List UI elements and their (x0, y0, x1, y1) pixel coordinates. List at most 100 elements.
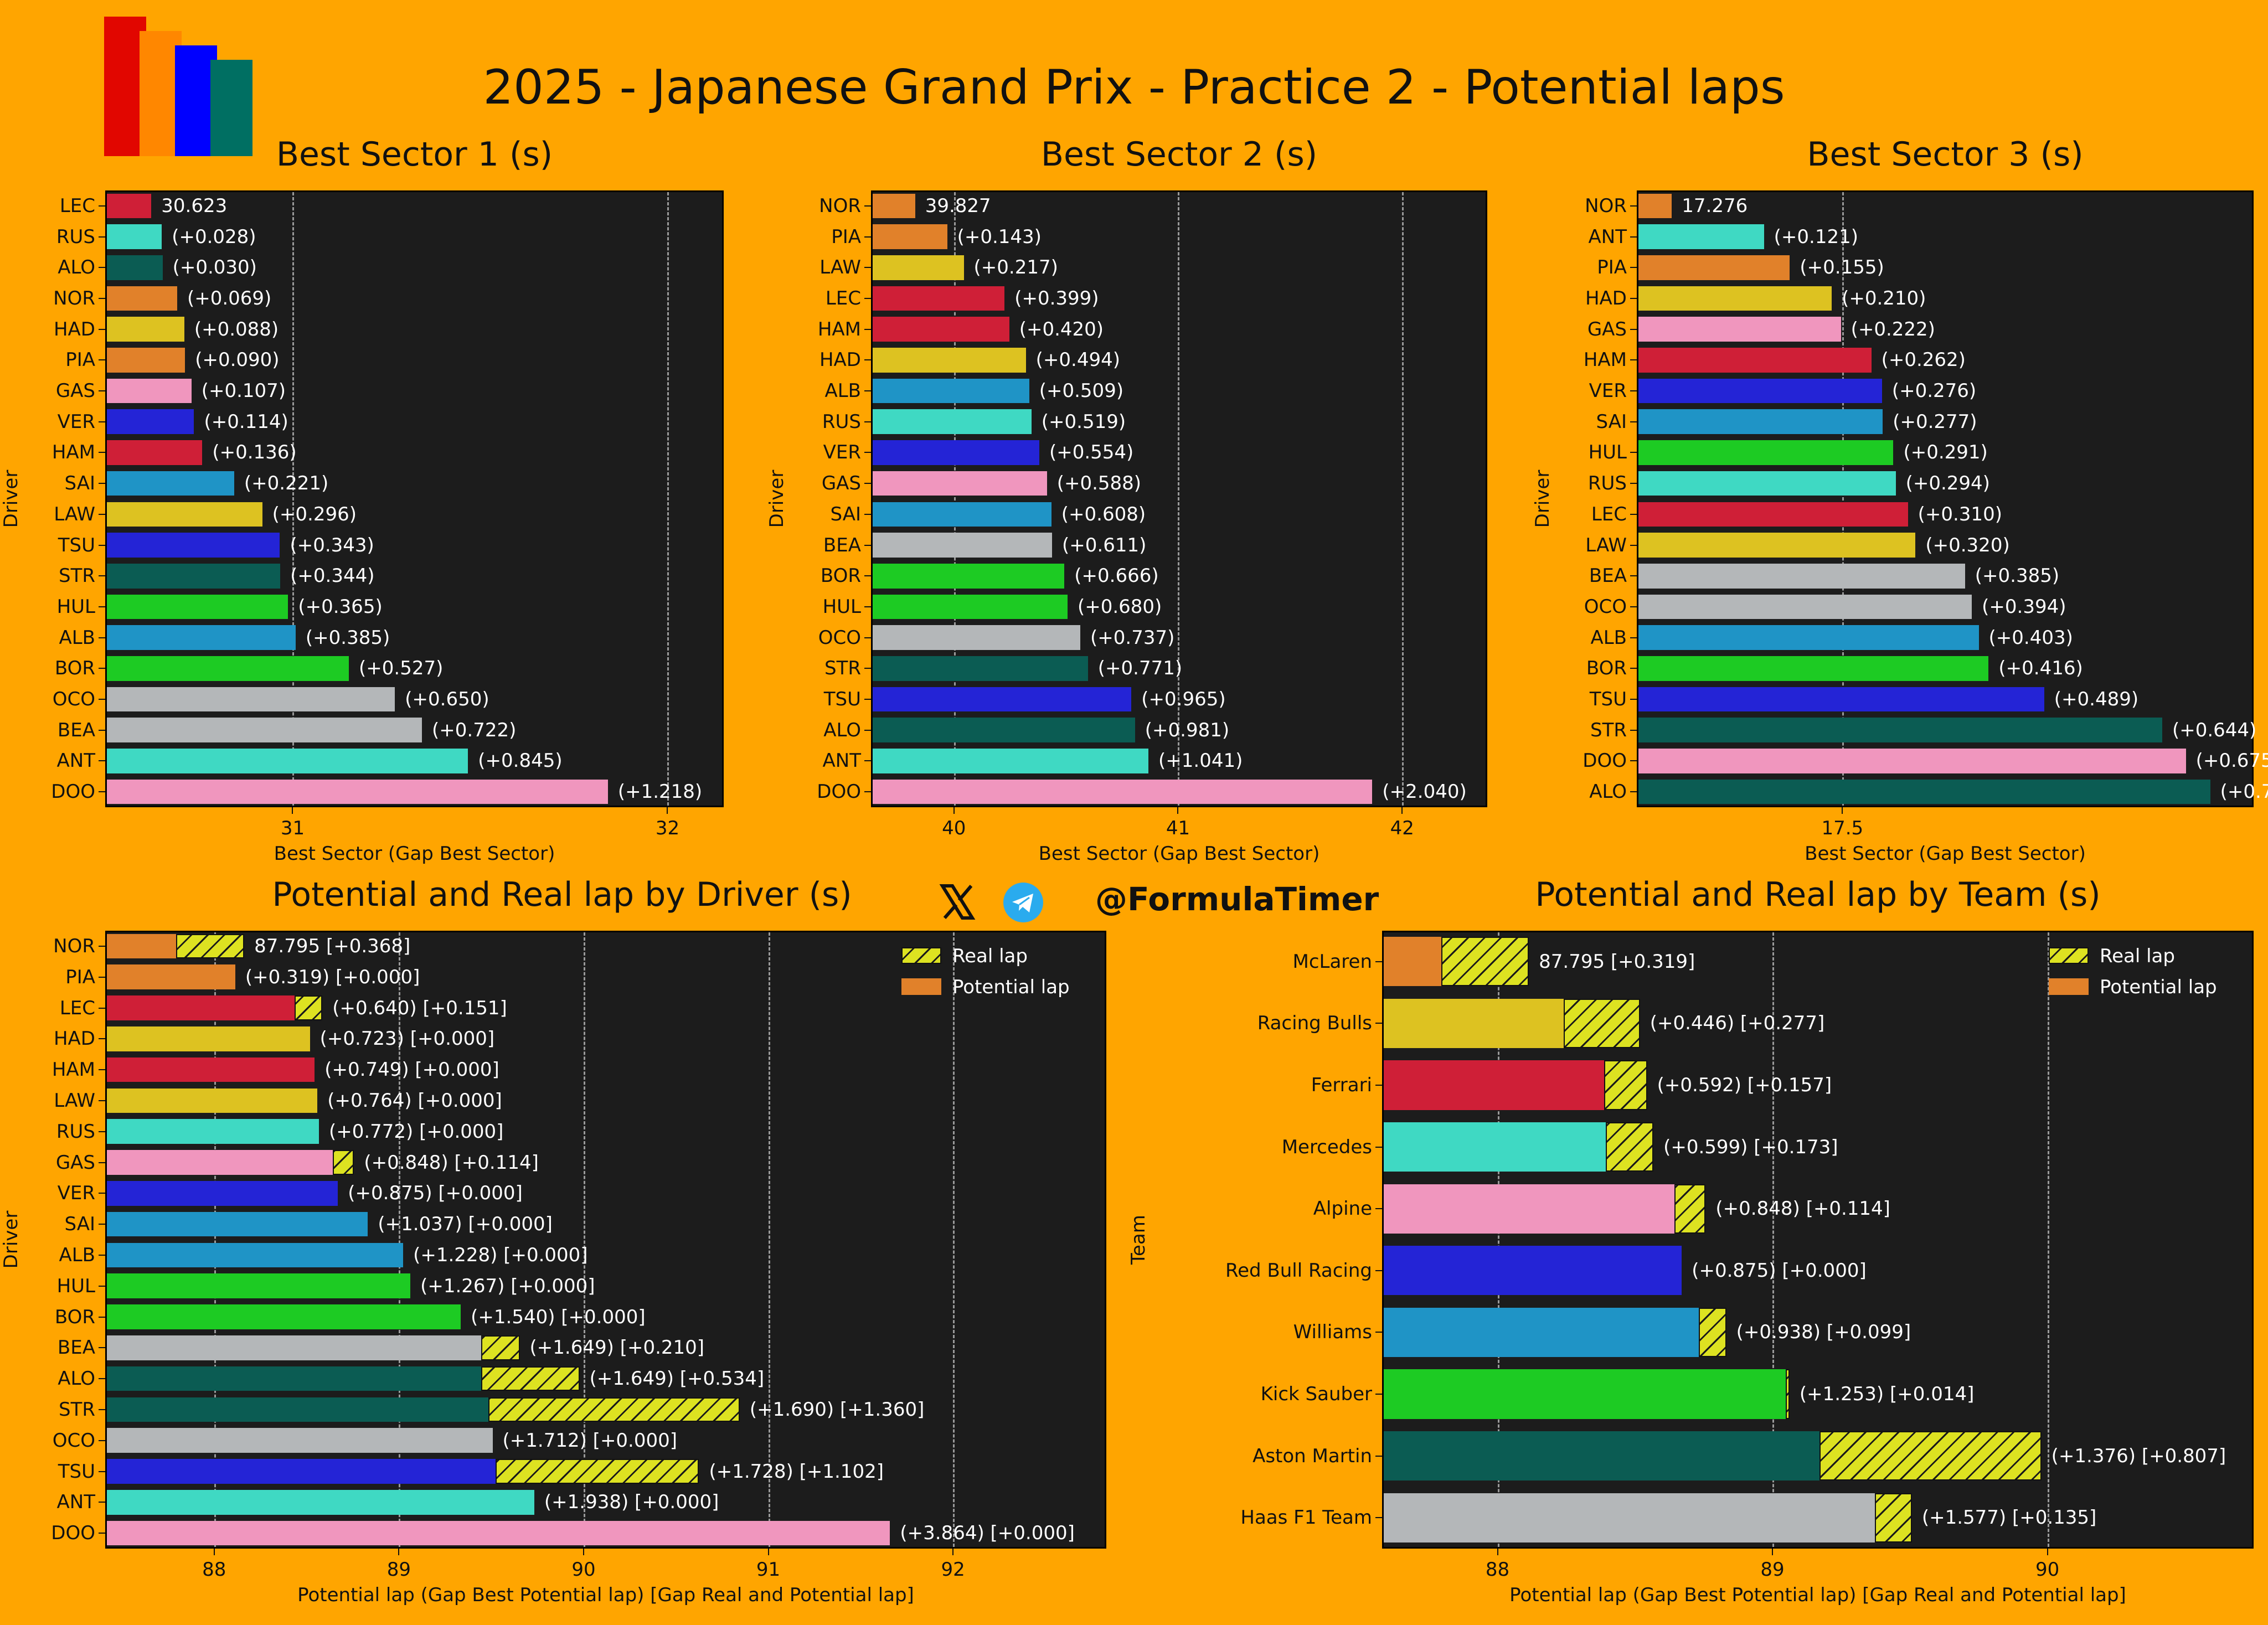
y-tick-label: SAI (830, 503, 862, 525)
y-tick-label: NOR (53, 287, 95, 309)
sector-bar (873, 563, 1065, 589)
sector-bar (1638, 625, 1979, 650)
x-tick-label: 32 (655, 817, 680, 839)
y-tick-label: HAD (819, 349, 861, 372)
x-icon[interactable] (938, 883, 977, 921)
sector-bar (873, 440, 1039, 465)
y-tick-mark (99, 791, 105, 793)
y-tick-mark (1630, 760, 1637, 762)
bar-value-label: (+0.121) (1774, 225, 1859, 248)
y-tick-mark (99, 328, 105, 330)
bar-value-label: (+2.040) (1382, 781, 1467, 803)
bar-value-label: (+0.217) (973, 256, 1058, 279)
logo-bar-green (210, 60, 252, 156)
sector-bar (107, 563, 281, 589)
x-tick-mark (2047, 1549, 2048, 1555)
y-tick-mark (99, 1471, 105, 1472)
bar-value-label: (+1.041) (1158, 750, 1243, 772)
potential-bar (107, 964, 235, 989)
y-axis-label: Driver (0, 470, 22, 528)
y-tick-mark (864, 267, 871, 269)
y-tick-mark (99, 452, 105, 453)
y-tick-label: PIA (65, 349, 95, 372)
telegram-icon[interactable] (1003, 883, 1043, 922)
bar-value-label: (+0.848) [+0.114] (364, 1151, 539, 1174)
y-tick-mark (1630, 483, 1637, 484)
real-lap-bar (1564, 998, 1640, 1049)
y-tick-mark (864, 513, 871, 515)
sector-bar (107, 440, 203, 465)
y-tick-mark (99, 699, 105, 700)
y-tick-mark (99, 1347, 105, 1349)
potential-bar (1384, 1060, 1604, 1110)
brand-handle[interactable]: @FormulaTimer (1095, 880, 1379, 918)
y-tick-label: Aston Martin (1252, 1445, 1372, 1467)
real-lap-bar (1604, 1060, 1647, 1110)
y-tick-label: HAM (1583, 349, 1627, 372)
sector-bar (873, 378, 1029, 404)
y-tick-label: Williams (1293, 1321, 1372, 1344)
y-tick-mark (1630, 390, 1637, 392)
bar-value-label: (+0.143) (957, 225, 1042, 248)
real-lap-bar (488, 1397, 740, 1422)
bar-value-label: (+0.666) (1074, 565, 1159, 587)
y-tick-mark (1630, 236, 1637, 238)
bar-value-label: (+0.644) (2172, 719, 2257, 741)
potential-bar (1384, 1431, 1819, 1481)
bar-value-label: (+0.737) (1090, 626, 1175, 649)
bar-value-label: (+0.069) (187, 287, 272, 309)
y-tick-label: BEA (57, 719, 95, 741)
y-tick-label: ALO (58, 256, 95, 279)
sector-bar (1638, 533, 1916, 558)
potential-bar (107, 933, 177, 959)
gridline (953, 192, 956, 806)
y-tick-mark (99, 1440, 105, 1441)
y-tick-mark (1630, 267, 1637, 269)
y-tick-label: LAW (54, 1089, 95, 1112)
y-tick-mark (1630, 791, 1637, 793)
y-tick-label: VER (57, 1182, 95, 1205)
y-tick-mark (864, 729, 871, 731)
y-tick-mark (1630, 544, 1637, 546)
y-tick-label: BOR (1586, 657, 1627, 680)
bar-value-label: (+1.267) [+0.000] (420, 1275, 595, 1297)
bar-value-label: (+0.446) [+0.277] (1650, 1012, 1825, 1035)
y-tick-label: LAW (819, 256, 861, 279)
y-tick-label: Kick Sauber (1260, 1383, 1372, 1405)
sector-bar (107, 718, 422, 743)
sector-bar (873, 533, 1053, 558)
y-tick-label: ALB (824, 380, 861, 403)
y-tick-label: Haas F1 Team (1240, 1507, 1372, 1529)
x-tick-mark (953, 807, 955, 814)
bar-value-label: (+0.527) (359, 657, 444, 680)
sector-bar (107, 224, 162, 249)
bar-value-label: (+0.875) [+0.000] (348, 1182, 523, 1205)
bar-value-label: (+0.723) [+0.000] (319, 1028, 495, 1050)
y-tick-label: ALB (1590, 626, 1627, 649)
y-tick-mark (99, 1502, 105, 1503)
x-tick-label: 42 (1390, 817, 1414, 839)
y-tick-label: ANT (822, 750, 861, 772)
y-tick-mark (1630, 421, 1637, 422)
y-tick-mark (864, 236, 871, 238)
y-tick-label: ALB (59, 626, 95, 649)
x-tick-mark (213, 1549, 215, 1555)
bar-value-label: (+0.385) (305, 626, 390, 649)
y-tick-label: GAS (55, 1151, 95, 1174)
sector-bar (107, 749, 468, 773)
y-tick-mark (1630, 668, 1637, 669)
legend-potential-swatch (2049, 978, 2089, 995)
y-tick-mark (99, 1131, 105, 1132)
real-lap-bar (481, 1335, 520, 1360)
bar-value-label: (+1.938) [+0.000] (544, 1491, 719, 1514)
y-tick-mark (864, 760, 871, 762)
y-tick-mark (864, 544, 871, 546)
y-tick-mark (99, 976, 105, 978)
sector-bar (107, 193, 152, 219)
y-tick-mark (1375, 1085, 1382, 1086)
sector-bar (107, 471, 234, 496)
y-tick-mark (1630, 699, 1637, 700)
sector-bar (873, 502, 1051, 527)
legend-real-swatch (901, 947, 941, 964)
y-tick-mark (99, 945, 105, 947)
